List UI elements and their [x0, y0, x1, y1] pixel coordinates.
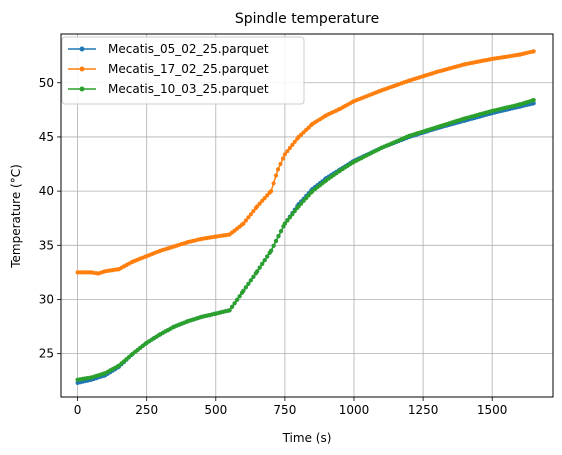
y-tick-label: 35: [39, 238, 54, 252]
data-point: [251, 274, 256, 279]
legend: Mecatis_05_02_25.parquet Mecatis_17_02_25…: [61, 36, 305, 105]
data-point: [248, 212, 253, 217]
data-point: [276, 234, 281, 239]
data-point: [260, 261, 265, 266]
data-point: [282, 152, 287, 157]
y-tick-label: 30: [39, 292, 54, 306]
legend-marker: [79, 86, 85, 92]
data-point: [292, 139, 297, 144]
legend-marker: [79, 46, 85, 52]
legend-entry: Mecatis_05_02_25.parquet: [108, 42, 269, 56]
data-point: [287, 145, 292, 151]
data-point: [531, 49, 536, 54]
data-point: [278, 229, 284, 234]
x-tick-label: 500: [204, 403, 227, 417]
data-point: [287, 215, 292, 220]
data-point: [273, 238, 279, 244]
data-point: [282, 221, 287, 226]
x-tick-label: 1250: [408, 403, 439, 417]
data-point: [235, 297, 240, 302]
data-point: [241, 221, 246, 226]
data-point: [232, 301, 237, 306]
legend-entry: Mecatis_10_03_25.parquet: [108, 82, 269, 96]
data-point: [306, 193, 311, 198]
data-point: [255, 204, 260, 209]
data-point: [296, 204, 301, 209]
data-point: [262, 196, 267, 201]
data-point: [265, 254, 270, 259]
y-tick-label: 50: [39, 76, 54, 90]
series-layer: [75, 49, 536, 385]
data-point: [299, 201, 304, 206]
data-point: [531, 98, 536, 103]
data-point: [260, 198, 265, 203]
data-point: [265, 193, 270, 198]
data-point: [269, 248, 274, 253]
x-tick-label: 1000: [339, 403, 370, 417]
x-tick-label: 750: [273, 403, 296, 417]
data-point: [248, 278, 253, 283]
data-point: [246, 281, 251, 286]
ticks: 0 250 500 750 1000 1250 1500 25 30 35 40 45 50: [39, 76, 508, 417]
data-point: [275, 167, 281, 172]
data-point: [278, 161, 283, 167]
x-tick-label: 250: [135, 403, 158, 417]
data-point: [273, 173, 279, 178]
data-point: [262, 258, 267, 263]
data-point: [241, 288, 246, 293]
data-point: [285, 149, 290, 154]
series-Mecatis_10_03_25.parquet: [75, 98, 536, 382]
x-tick-label: 1500: [477, 403, 508, 417]
legend-box: [61, 36, 305, 105]
plot-frame: [60, 33, 554, 398]
data-point: [271, 243, 276, 248]
series-Mecatis_17_02_25.parquet: [75, 49, 536, 276]
data-point: [269, 189, 274, 194]
data-point: [304, 196, 309, 201]
x-axis-label: Time (s): [282, 431, 332, 445]
data-point: [257, 265, 262, 270]
legend-entry: Mecatis_17_02_25.parquet: [108, 62, 269, 76]
data-point: [237, 294, 242, 299]
chart-title: Spindle temperature: [235, 11, 379, 27]
data-point: [227, 308, 232, 313]
data-point: [243, 285, 248, 290]
data-point: [285, 218, 290, 223]
data-point: [246, 215, 251, 220]
data-point: [301, 198, 306, 203]
data-point: [257, 201, 262, 206]
data-point: [280, 156, 286, 161]
data-point: [292, 209, 297, 214]
data-point: [271, 181, 276, 186]
data-point: [255, 269, 260, 274]
data-point: [243, 218, 248, 223]
y-tick-label: 40: [39, 184, 54, 198]
data-point: [290, 212, 295, 217]
y-tick-label: 25: [39, 347, 54, 361]
data-point: [230, 304, 235, 309]
data-point: [290, 142, 295, 147]
y-axis-label: Temperature (°C): [9, 164, 23, 269]
data-point: [251, 209, 256, 214]
y-tick-label: 45: [39, 130, 54, 144]
legend-marker: [79, 66, 85, 72]
x-tick-label: 0: [74, 403, 82, 417]
